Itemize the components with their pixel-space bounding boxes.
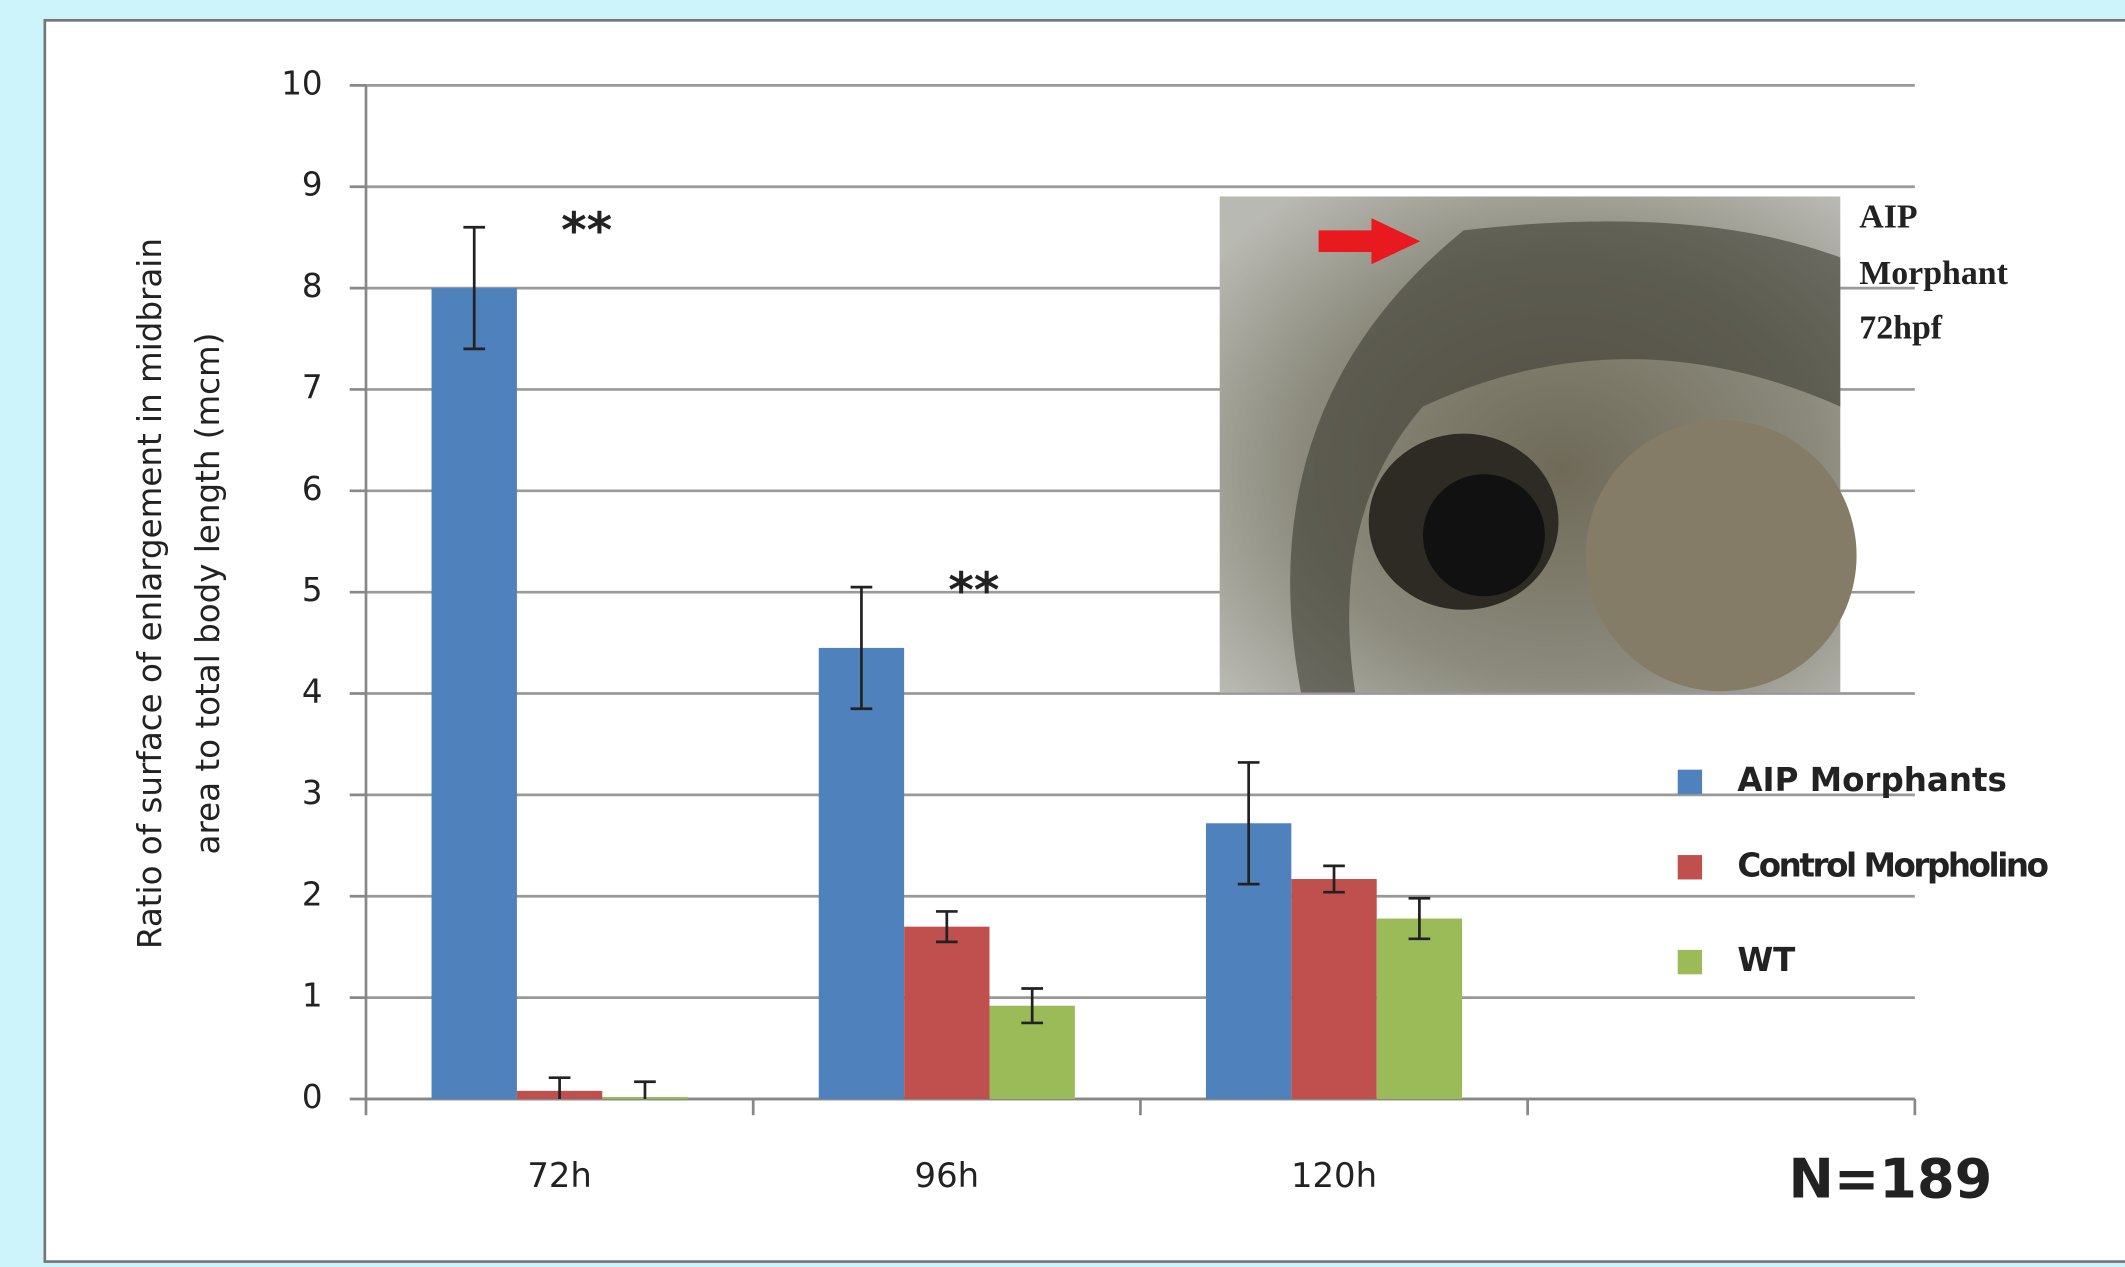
legend-label: AIP Morphants bbox=[1737, 761, 2007, 799]
y-tick-label: 10 bbox=[281, 64, 322, 102]
y-tick-label: 7 bbox=[302, 368, 323, 406]
inset-caption: Morphant bbox=[1859, 255, 2008, 292]
legend-swatch bbox=[1678, 855, 1702, 879]
bar bbox=[904, 927, 989, 1099]
bar bbox=[1377, 919, 1462, 1099]
legend-label: Control Morpholino bbox=[1737, 846, 2049, 884]
legend-label: WT bbox=[1737, 941, 1795, 979]
y-tick-label: 2 bbox=[302, 875, 323, 913]
bar bbox=[1291, 879, 1376, 1099]
x-tick-label: 96h bbox=[915, 1156, 980, 1195]
significance-marker: ** bbox=[948, 562, 999, 619]
page: {"chart_data": {"type": "bar", "y_axis_l… bbox=[0, 0, 2125, 1267]
x-tick-label: 72h bbox=[527, 1156, 592, 1195]
bar bbox=[432, 288, 517, 1099]
chart: AIP Morphant 72hpf N=189 Ratio of surfac… bbox=[0, 0, 2125, 1267]
y-tick-label: 5 bbox=[302, 571, 323, 609]
y-tick-label: 3 bbox=[302, 774, 323, 812]
x-tick-label: 120h bbox=[1291, 1156, 1377, 1195]
y-tick-label: 1 bbox=[302, 977, 323, 1015]
y-axis-label: area to total body length (mcm) bbox=[189, 333, 227, 855]
sample-size: N=189 bbox=[1789, 1148, 1993, 1211]
significance-marker: ** bbox=[561, 202, 612, 259]
y-tick-label: 4 bbox=[302, 673, 323, 711]
y-tick-label: 6 bbox=[302, 470, 323, 508]
y-tick-label: 0 bbox=[302, 1078, 323, 1116]
photo-lens bbox=[1423, 474, 1545, 596]
y-tick-label: 9 bbox=[302, 166, 323, 204]
y-tick-label: 8 bbox=[302, 267, 323, 305]
inset-caption: AIP bbox=[1859, 198, 1917, 235]
photo-yolk bbox=[1586, 420, 1857, 691]
legend-swatch bbox=[1678, 770, 1702, 794]
bar bbox=[819, 648, 904, 1099]
y-axis-label: Ratio of surface of enlargement in midbr… bbox=[131, 238, 169, 949]
legend-swatch bbox=[1678, 950, 1702, 974]
inset-caption: 72hpf bbox=[1859, 309, 1943, 346]
inset-photo bbox=[1220, 196, 1857, 692]
